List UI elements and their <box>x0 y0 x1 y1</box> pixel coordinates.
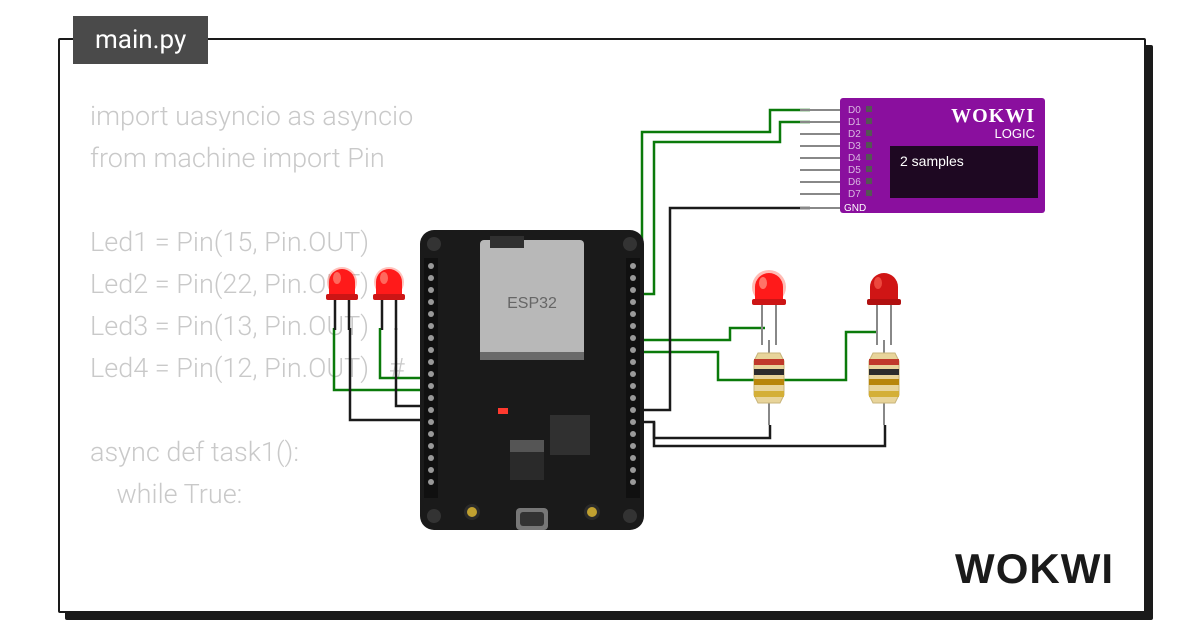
logic-analyzer: D0 D1 D2 D3 D4 D5 D6 D7 GND WOKWI LOGIC … <box>800 98 1045 214</box>
wokwi-brand-logo: WOKWI <box>955 545 1114 593</box>
la-pin-label: D6 <box>848 177 861 188</box>
la-pin-label: D3 <box>848 141 861 152</box>
wire-green <box>642 328 765 340</box>
wire-green <box>334 328 422 390</box>
wire-green <box>642 110 810 282</box>
la-pin-label: D4 <box>848 153 861 164</box>
led-2 <box>373 267 405 330</box>
la-pin-label: D1 <box>848 117 861 128</box>
la-pin-label: D5 <box>848 165 861 176</box>
led-3 <box>752 270 786 345</box>
chip-icon <box>550 415 590 455</box>
main-card: import uasyncio as asyncio from machine … <box>58 38 1146 613</box>
pin-header-right <box>626 258 640 498</box>
la-pin-label: GND <box>844 203 866 214</box>
wire-black <box>642 422 770 438</box>
esp32-label: ESP32 <box>507 295 557 312</box>
la-subtitle: LOGIC <box>995 126 1035 141</box>
la-status: 2 samples <box>900 153 964 169</box>
esp32-board: ESP32 <box>420 230 644 530</box>
resistor-4 <box>869 340 899 425</box>
led-4 <box>867 273 901 345</box>
circuit-diagram: ESP32 D0 D1 D2 D3 <box>210 80 1110 560</box>
la-pin-label: D0 <box>848 105 861 116</box>
boot-button[interactable] <box>467 507 477 517</box>
la-pin-label: D2 <box>848 129 861 140</box>
pin-header-left <box>424 258 438 498</box>
led-1 <box>326 267 358 330</box>
file-tab[interactable]: main.py <box>73 16 208 64</box>
wire-black <box>396 328 422 406</box>
la-pin-label: D7 <box>848 189 861 200</box>
la-title: WOKWI <box>951 105 1035 127</box>
reset-button[interactable] <box>587 507 597 517</box>
board-led-icon <box>498 408 508 414</box>
wire-green <box>380 328 422 378</box>
resistor-3 <box>754 340 784 425</box>
